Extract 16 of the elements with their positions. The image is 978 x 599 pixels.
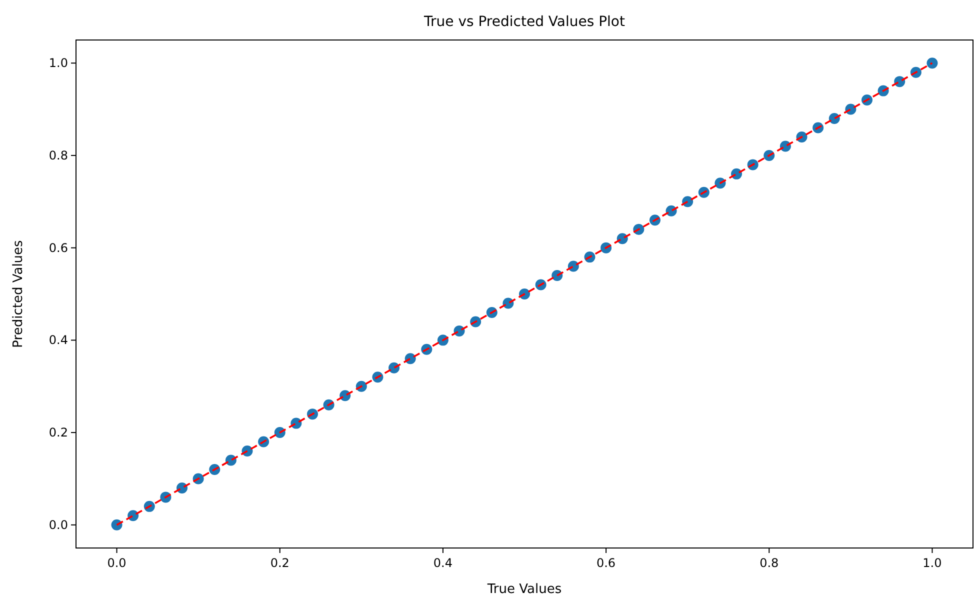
x-tick-label: 0.8 <box>760 556 779 570</box>
x-axis-title: True Values <box>486 582 562 597</box>
y-tick-label: 0.0 <box>48 518 68 532</box>
y-axis-title: Predicted Values <box>11 240 26 348</box>
x-tick-label: 0.6 <box>596 556 616 570</box>
y-tick-label: 0.4 <box>48 333 68 348</box>
x-tick-label: 0.4 <box>433 556 452 570</box>
y-tick-label: 0.6 <box>48 240 68 255</box>
y-tick-label: 0.2 <box>48 426 68 440</box>
y-tick-label: 0.8 <box>48 148 68 162</box>
y-tick-label: 1.0 <box>48 56 68 70</box>
x-tick-label: 1.0 <box>922 556 942 570</box>
x-tick-label: 0.2 <box>270 556 290 570</box>
chart-title: True vs Predicted Values Plot <box>423 14 626 30</box>
point <box>926 58 938 69</box>
x-tick-label: 0.0 <box>107 556 126 570</box>
